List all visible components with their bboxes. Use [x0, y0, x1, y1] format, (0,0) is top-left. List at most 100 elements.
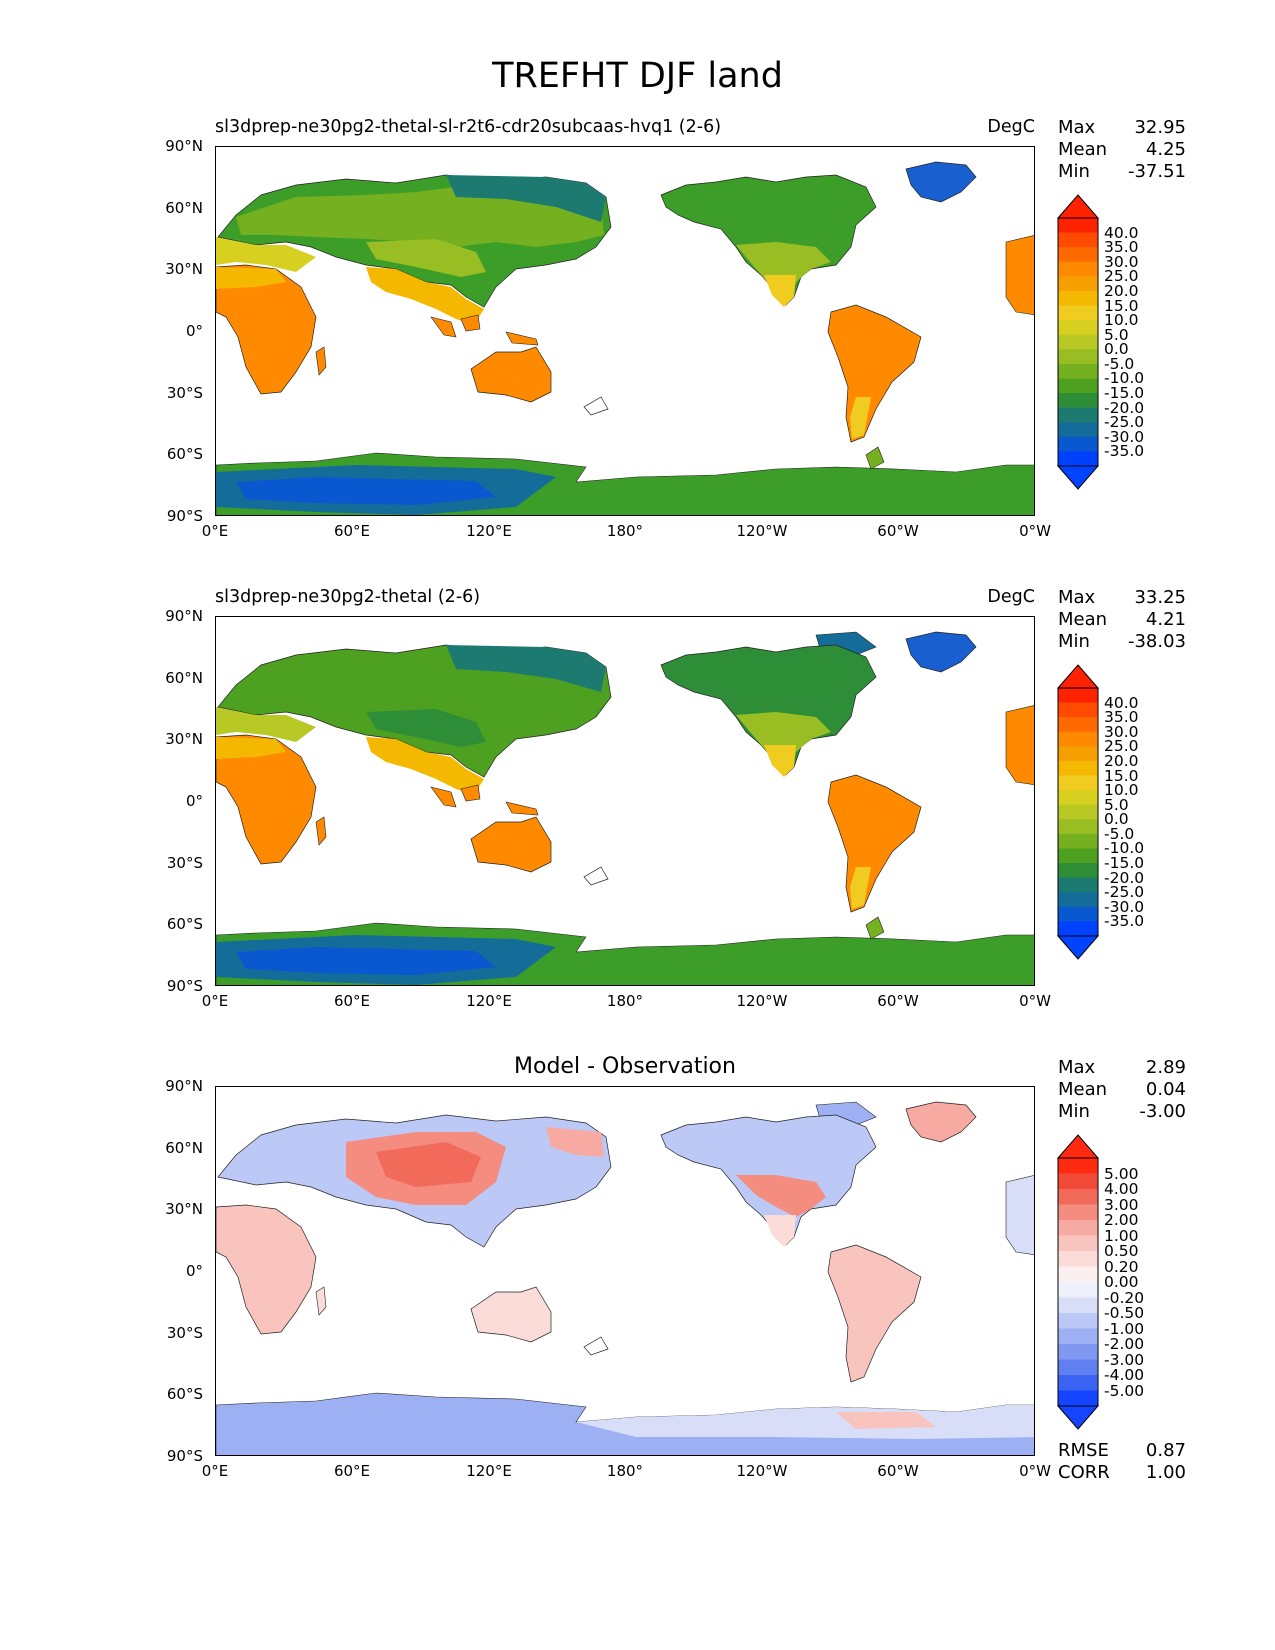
colorbar-over-extension — [1056, 1134, 1100, 1159]
lat-tick-label: 60°S — [166, 915, 203, 933]
colorbar-swatch — [1058, 1375, 1098, 1391]
colorbar-tick-label: 0.00 — [1104, 1273, 1139, 1291]
panel-2-title: sl3dprep-ne30pg2-thetal (2-6) — [215, 587, 481, 607]
colorbar-swatch — [1058, 790, 1098, 806]
colorbar-tick-label: -2.00 — [1104, 1335, 1145, 1353]
panel-2-units: DegC — [987, 587, 1035, 607]
colorbar-tick-label: 35.0 — [1104, 238, 1139, 257]
figure-title: TREFHT DJF land — [492, 56, 783, 96]
mean-stat: Mean 4.21 — [1058, 609, 1186, 630]
colorbar-tick-label: -35.0 — [1104, 912, 1145, 931]
colorbar-under-extension — [1056, 465, 1100, 490]
colorbar-tick-label: 5.0 — [1104, 795, 1129, 814]
lon-tick-label: 180° — [606, 522, 644, 540]
colorbar-swatch — [1058, 746, 1098, 762]
lon-tick-label: 120°E — [466, 992, 512, 1010]
colorbar-tick-label: -35.0 — [1104, 442, 1145, 461]
lat-tick-label: 30°N — [165, 1200, 203, 1218]
colorbar-tick-label: 4.00 — [1104, 1180, 1139, 1198]
colorbar-swatch — [1058, 717, 1098, 733]
lon-tick-label: 120°W — [736, 1462, 788, 1480]
colorbar-swatch — [1058, 378, 1098, 394]
colorbar-swatch — [1058, 877, 1098, 893]
colorbar-tick-label: -30.0 — [1104, 897, 1145, 916]
south-america — [827, 304, 922, 443]
panel-3-map — [215, 1086, 1035, 1456]
colorbar-swatch — [1058, 1158, 1098, 1174]
lat-tick-label: 30°S — [166, 854, 203, 872]
min-stat: Min -3.00 — [1058, 1101, 1186, 1122]
min-stat: Min -37.51 — [1058, 161, 1186, 182]
lat-tick-label: 30°N — [165, 260, 203, 278]
lon-tick-label: 0°E — [201, 522, 229, 540]
lon-tick-label: 60°W — [877, 992, 919, 1010]
colorbar-swatch — [1058, 1313, 1098, 1329]
panel-2-colorbar — [1056, 664, 1100, 960]
panel-3-title: Model - Observation — [514, 1054, 736, 1079]
colorbar-tick-label: 5.0 — [1104, 325, 1129, 344]
lat-tick-label: 90°N — [165, 1077, 203, 1095]
colorbar-swatch — [1058, 760, 1098, 777]
lat-tick-label: 90°S — [166, 977, 203, 995]
colorbar-tick-label: 10.0 — [1104, 311, 1139, 330]
colorbar-swatch — [1058, 436, 1098, 452]
colorbar-swatch — [1058, 1328, 1098, 1345]
colorbar-swatch — [1058, 1390, 1098, 1407]
panel-3-map-svg — [216, 1101, 1034, 1455]
lon-tick-label: 60°E — [333, 522, 371, 540]
colorbar-tick-label: 2.00 — [1104, 1211, 1139, 1229]
africa — [216, 264, 317, 395]
colorbar-tick-label: 15.0 — [1104, 766, 1139, 785]
colorbar-tick-label: 30.0 — [1104, 252, 1139, 271]
colorbar-swatch — [1058, 833, 1098, 849]
lon-tick-label: 0°W — [1019, 522, 1051, 540]
australia — [470, 346, 552, 403]
colorbar-tick-label: -5.00 — [1104, 1381, 1145, 1400]
colorbar-swatch — [1058, 320, 1098, 336]
colorbar-swatch — [1058, 422, 1098, 438]
colorbar-tick-label: 0.0 — [1104, 810, 1129, 829]
colorbar-tick-label: -10.0 — [1104, 369, 1145, 388]
colorbar-tick-label: 40.0 — [1104, 693, 1139, 712]
lon-tick-label: 180° — [606, 992, 644, 1010]
colorbar-over-extension — [1056, 664, 1100, 689]
min-stat: Min -38.03 — [1058, 631, 1186, 652]
colorbar-tick-label: -5.0 — [1104, 354, 1135, 373]
colorbar-tick-label: -15.0 — [1104, 384, 1145, 403]
colorbar-tick-label: 40.0 — [1104, 223, 1139, 242]
colorbar-frame — [1057, 217, 1099, 467]
lat-tick-label: 90°N — [165, 137, 203, 155]
colorbar-swatch — [1058, 1282, 1098, 1298]
lat-tick-label: 60°S — [166, 1385, 203, 1403]
lon-tick-label: 120°E — [466, 1462, 512, 1480]
lat-tick-label: 90°S — [166, 1447, 203, 1465]
colorbar-tick-label: -20.0 — [1104, 398, 1145, 417]
lon-tick-label: 60°W — [877, 1462, 919, 1480]
colorbar-swatch — [1058, 702, 1098, 718]
colorbar-tick-label: -0.20 — [1104, 1288, 1145, 1307]
colorbar-tick-label: 3.00 — [1104, 1195, 1139, 1214]
lat-tick-label: 0° — [185, 1262, 203, 1280]
colorbar-tick-label: 35.0 — [1104, 708, 1139, 727]
colorbar-tick-label: -5.0 — [1104, 824, 1135, 843]
colorbar-swatch — [1058, 451, 1098, 467]
panel-1-map-svg — [216, 161, 1034, 515]
lon-tick-label: 0°E — [201, 1462, 229, 1480]
colorbar-tick-label: 25.0 — [1104, 737, 1139, 756]
colorbar-tick-label: 25.0 — [1104, 267, 1139, 286]
colorbar-swatch — [1058, 1297, 1098, 1314]
colorbar-swatch — [1058, 731, 1098, 747]
colorbar-swatch — [1058, 1235, 1098, 1252]
lat-tick-label: 60°N — [165, 669, 203, 687]
colorbar-frame — [1057, 687, 1099, 937]
colorbar-under-extension — [1056, 935, 1100, 960]
colorbar-tick-label: 20.0 — [1104, 281, 1139, 300]
colorbar-swatch — [1058, 305, 1098, 321]
colorbar-swatch — [1058, 1344, 1098, 1360]
colorbar-tick-label: 30.0 — [1104, 722, 1139, 741]
greenland — [905, 161, 977, 203]
corr-stat: CORR 1.00 — [1058, 1462, 1186, 1483]
colorbar-tick-label: -10.0 — [1104, 839, 1145, 858]
colorbar-swatch — [1058, 863, 1098, 879]
panel-1-colorbar — [1056, 194, 1100, 490]
